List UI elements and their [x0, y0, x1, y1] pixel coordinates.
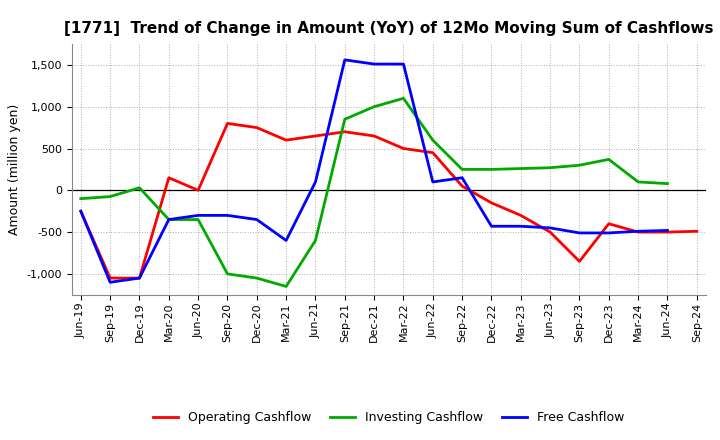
- Investing Cashflow: [516, 166, 525, 171]
- Operating Cashflow: [575, 259, 584, 264]
- Operating Cashflow: [516, 213, 525, 218]
- Operating Cashflow: [634, 230, 642, 235]
- Investing Cashflow: [605, 157, 613, 162]
- Free Cashflow: [634, 229, 642, 234]
- Line: Operating Cashflow: Operating Cashflow: [81, 123, 697, 278]
- Investing Cashflow: [311, 238, 320, 243]
- Operating Cashflow: [487, 200, 496, 205]
- Investing Cashflow: [194, 217, 202, 222]
- Free Cashflow: [546, 225, 554, 231]
- Operating Cashflow: [311, 133, 320, 139]
- Free Cashflow: [341, 57, 349, 62]
- Investing Cashflow: [76, 196, 85, 202]
- Investing Cashflow: [399, 96, 408, 101]
- Title: [1771]  Trend of Change in Amount (YoY) of 12Mo Moving Sum of Cashflows: [1771] Trend of Change in Amount (YoY) o…: [64, 21, 714, 36]
- Operating Cashflow: [253, 125, 261, 130]
- Free Cashflow: [282, 238, 290, 243]
- Free Cashflow: [223, 213, 232, 218]
- Investing Cashflow: [487, 167, 496, 172]
- Operating Cashflow: [282, 137, 290, 143]
- Free Cashflow: [106, 280, 114, 285]
- Y-axis label: Amount (million yen): Amount (million yen): [8, 104, 21, 235]
- Free Cashflow: [428, 180, 437, 185]
- Free Cashflow: [311, 180, 320, 185]
- Investing Cashflow: [135, 185, 144, 191]
- Investing Cashflow: [253, 275, 261, 281]
- Free Cashflow: [516, 224, 525, 229]
- Operating Cashflow: [399, 146, 408, 151]
- Operating Cashflow: [663, 230, 672, 235]
- Investing Cashflow: [458, 167, 467, 172]
- Operating Cashflow: [546, 230, 554, 235]
- Free Cashflow: [487, 224, 496, 229]
- Line: Free Cashflow: Free Cashflow: [81, 60, 667, 282]
- Investing Cashflow: [546, 165, 554, 170]
- Operating Cashflow: [693, 229, 701, 234]
- Operating Cashflow: [194, 188, 202, 193]
- Free Cashflow: [575, 230, 584, 235]
- Free Cashflow: [458, 175, 467, 180]
- Free Cashflow: [135, 275, 144, 281]
- Free Cashflow: [76, 209, 85, 214]
- Free Cashflow: [164, 217, 173, 222]
- Operating Cashflow: [223, 121, 232, 126]
- Operating Cashflow: [135, 275, 144, 281]
- Operating Cashflow: [370, 133, 379, 139]
- Investing Cashflow: [282, 284, 290, 289]
- Free Cashflow: [370, 62, 379, 67]
- Investing Cashflow: [634, 180, 642, 185]
- Investing Cashflow: [428, 137, 437, 143]
- Investing Cashflow: [341, 117, 349, 122]
- Free Cashflow: [194, 213, 202, 218]
- Operating Cashflow: [106, 275, 114, 281]
- Operating Cashflow: [458, 183, 467, 189]
- Investing Cashflow: [663, 181, 672, 186]
- Investing Cashflow: [106, 194, 114, 199]
- Investing Cashflow: [575, 163, 584, 168]
- Legend: Operating Cashflow, Investing Cashflow, Free Cashflow: Operating Cashflow, Investing Cashflow, …: [148, 407, 629, 429]
- Line: Investing Cashflow: Investing Cashflow: [81, 99, 667, 286]
- Investing Cashflow: [370, 104, 379, 110]
- Free Cashflow: [663, 228, 672, 233]
- Free Cashflow: [399, 62, 408, 67]
- Operating Cashflow: [605, 221, 613, 227]
- Operating Cashflow: [76, 209, 85, 214]
- Free Cashflow: [605, 230, 613, 235]
- Operating Cashflow: [428, 150, 437, 155]
- Free Cashflow: [253, 217, 261, 222]
- Investing Cashflow: [223, 271, 232, 277]
- Operating Cashflow: [164, 175, 173, 180]
- Operating Cashflow: [341, 129, 349, 135]
- Investing Cashflow: [164, 217, 173, 222]
